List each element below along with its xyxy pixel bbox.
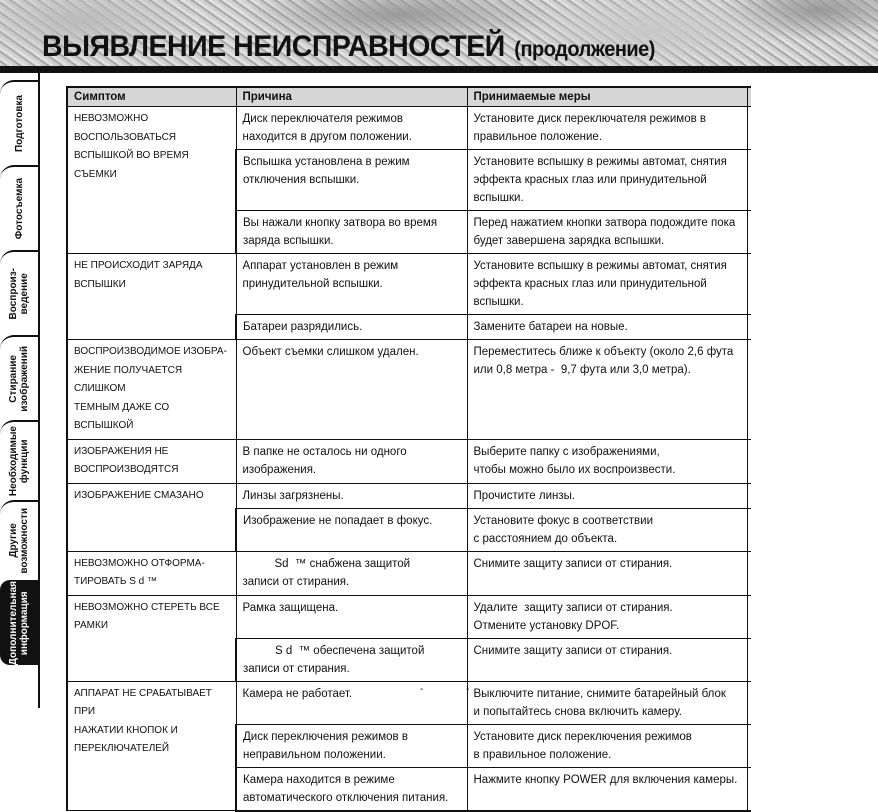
header-action: Принимаемые меры [466, 86, 748, 107]
cause-cell: Рамка защищена. [235, 594, 468, 639]
header-rule [0, 66, 878, 73]
table-row: ИЗОБРАЖЕНИЕ СМАЗАНО Линзы загрязнены. Проч… [66, 482, 751, 552]
header-symptom: Симптом [66, 86, 237, 107]
table-row: ИЗОБРАЖЕНИЯ НЕ ВОСПРОИЗВОДЯТСЯ В папке не… [66, 438, 751, 484]
table-row: Батареи разрядились. Замените батареи на … [67, 314, 751, 340]
cause-cell: Диск переключателя режимов находится в д… [235, 106, 468, 150]
cause-cell: Изображение не попадает в фокус. [235, 507, 468, 552]
symptom-cell: ИЗОБРАЖЕНИЕ СМАЗАНО [66, 482, 237, 552]
title-subtitle: (продолжение) [514, 38, 655, 61]
troubleshooting-table: Симптом Причина Принимаемые меры НЕВОЗМО… [66, 86, 751, 812]
extra-cell [746, 637, 751, 682]
table-row: ВОСПРОИЗВОДИМОЕ ИЗОБРА- ЖЕНИЕ ПОЛУЧАЕТСЯ… [66, 339, 751, 440]
cause-cell: S d ™ обеспечена защитой записи от стира… [235, 637, 468, 682]
extra-cell [746, 339, 751, 440]
action-cell: Установите диск переключения режимов в п… [466, 723, 748, 768]
extra-cell [746, 314, 751, 340]
action-cell: Замените батареи на новые. [466, 314, 748, 340]
action-cell: Переместитесь ближе к объекту (около 2,6… [466, 339, 748, 440]
symptom-cell: НЕВОЗМОЖНО ВОСПОЛЬЗОВАТЬСЯ ВСПЫШКОЙ ВО В… [66, 106, 237, 254]
sidebar-tab-label: Стирание изображений [8, 345, 30, 412]
header-banner [0, 0, 878, 66]
table-row: S d ™ обеспечена защитой записи от стира… [67, 637, 751, 682]
action-cell: Снимите защиту записи от стирания. [466, 550, 748, 596]
action-cell: Прочистите линзы. [466, 482, 748, 509]
symptom-cell: НЕВОЗМОЖНО СТЕРЕТЬ ВСЕ РАМКИ [66, 594, 237, 682]
table-row: АППАРАТ НЕ СРАБАТЫВАЕТ ПРИ НАЖАТИИ КНОПО… [66, 680, 751, 811]
page-title: ВЫЯВЛЕНИЕ НЕИСПРАВНОСТЕЙ (продолжение) [42, 30, 655, 64]
cause-cell: Камера находится в режиме автоматическог… [235, 766, 468, 812]
cause-cell: Объект съемки слишком удален. [235, 339, 468, 440]
action-cell: Установите диск переключателя режимов в … [466, 106, 748, 150]
extra-cell [746, 723, 751, 768]
table-row: Вы нажали кнопку затвора во время заряда… [67, 210, 751, 254]
symptom-cell: ИЗОБРАЖЕНИЯ НЕ ВОСПРОИЗВОДЯТСЯ [66, 438, 237, 484]
action-cell: Установите фокус в соответствии с рассто… [466, 507, 748, 552]
cause-cell: Батареи разрядились. [235, 314, 468, 340]
sidebar-tab[interactable]: Подготовка [0, 80, 38, 165]
extra-cell [746, 253, 751, 315]
cause-cell: Sd ™ снабжена защитой записи от стирания… [235, 550, 468, 596]
extra-cell [746, 106, 751, 150]
sidebar-tab[interactable]: Другие возможности [0, 500, 38, 580]
action-cell: Выберите папку с изображениями, чтобы мо… [466, 438, 748, 484]
cause-cell: Линзы загрязнены. [235, 482, 468, 509]
sidebar-tab-label: Необходимые функции [8, 425, 30, 497]
cause-cell: Диск переключения режимов в неправильном… [235, 723, 468, 768]
sidebar-tab-label: Подготовка [13, 95, 25, 152]
cause-cell: Вы нажали кнопку затвора во время заряда… [235, 210, 468, 254]
extra-cell [746, 438, 751, 484]
table-row: НЕ ПРОИСХОДИТ ЗАРЯДА ВСПЫШКИ Аппарат уста… [66, 253, 751, 340]
extra-cell [746, 594, 751, 639]
extra-cell [746, 680, 751, 725]
action-cell: Установите вспышку в режимы автомат, сня… [466, 149, 748, 211]
table-row: НЕВОЗМОЖНО ОТФОРМА- ТИРОВАТЬ S d ™ Sd ™ … [66, 550, 751, 596]
sidebar-divider [38, 73, 40, 708]
sidebar-tab[interactable]: Необходимые функции [0, 420, 38, 500]
sidebar-tab-label: Другие возможности [8, 508, 30, 574]
extra-cell [746, 482, 751, 509]
sidebar-tab[interactable]: Стирание изображений [0, 335, 38, 420]
table-row: Изображение не попадает в фокус. Установи… [67, 507, 751, 552]
title-main: ВЫЯВЛЕНИЕ НЕИСПРАВНОСТЕЙ [42, 30, 505, 63]
header-cause: Причина [235, 86, 468, 107]
extra-cell [746, 507, 751, 552]
table-row: Вспышка установлена в режим отключения в… [67, 149, 751, 211]
cause-cell: Аппарат установлен в режим принудительно… [235, 253, 468, 315]
cause-cell: Вспышка установлена в режим отключения в… [235, 149, 468, 211]
table-row: НЕВОЗМОЖНО СТЕРЕТЬ ВСЕ РАМКИ Рамка защище… [66, 594, 751, 682]
extra-cell [746, 210, 751, 254]
symptom-cell: НЕВОЗМОЖНО ОТФОРМА- ТИРОВАТЬ S d ™ [66, 550, 237, 596]
action-cell: Снимите защиту записи от стирания. [466, 637, 748, 682]
table-row: НЕВОЗМОЖНО ВОСПОЛЬЗОВАТЬСЯ ВСПЫШКОЙ ВО В… [66, 106, 751, 254]
extra-cell [746, 766, 751, 812]
sidebar-tab[interactable]: Фотосъемка [0, 165, 38, 250]
symptom-cell: АППАРАТ НЕ СРАБАТЫВАЕТ ПРИ НАЖАТИИ КНОПО… [66, 680, 237, 811]
symptom-cell: НЕ ПРОИСХОДИТ ЗАРЯДА ВСПЫШКИ [66, 253, 237, 340]
sidebar-tab[interactable]: Дополнительная информация [0, 580, 38, 666]
extra-cell [746, 149, 751, 211]
action-cell: Перед нажатием кнопки затвора подождите … [466, 210, 748, 254]
action-cell: Нажмите кнопку POWER для включения камер… [466, 766, 748, 812]
sidebar-tab[interactable]: Воспроиз- ведение [0, 250, 38, 335]
page-number: - - [420, 684, 470, 695]
header-extra [746, 86, 751, 107]
action-cell: Выключите питание, снимите батарейный бл… [466, 680, 748, 725]
table-header-row: Симптом Причина Принимаемые меры [66, 86, 751, 107]
cause-cell: В папке не осталось ни одного изображени… [235, 438, 468, 484]
sidebar-tab-label: Воспроиз- ведение [8, 267, 30, 320]
symptom-cell: ВОСПРОИЗВОДИМОЕ ИЗОБРА- ЖЕНИЕ ПОЛУЧАЕТСЯ… [66, 339, 237, 440]
sidebar-tab-label: Фотосъемка [13, 177, 25, 240]
sidebar-tab-label: Дополнительная информация [8, 581, 30, 666]
action-cell: Установите вспышку в режимы автомат, сня… [466, 253, 748, 315]
extra-cell [746, 550, 751, 596]
action-cell: Удалите защиту записи от стирания. Отмен… [466, 594, 748, 639]
